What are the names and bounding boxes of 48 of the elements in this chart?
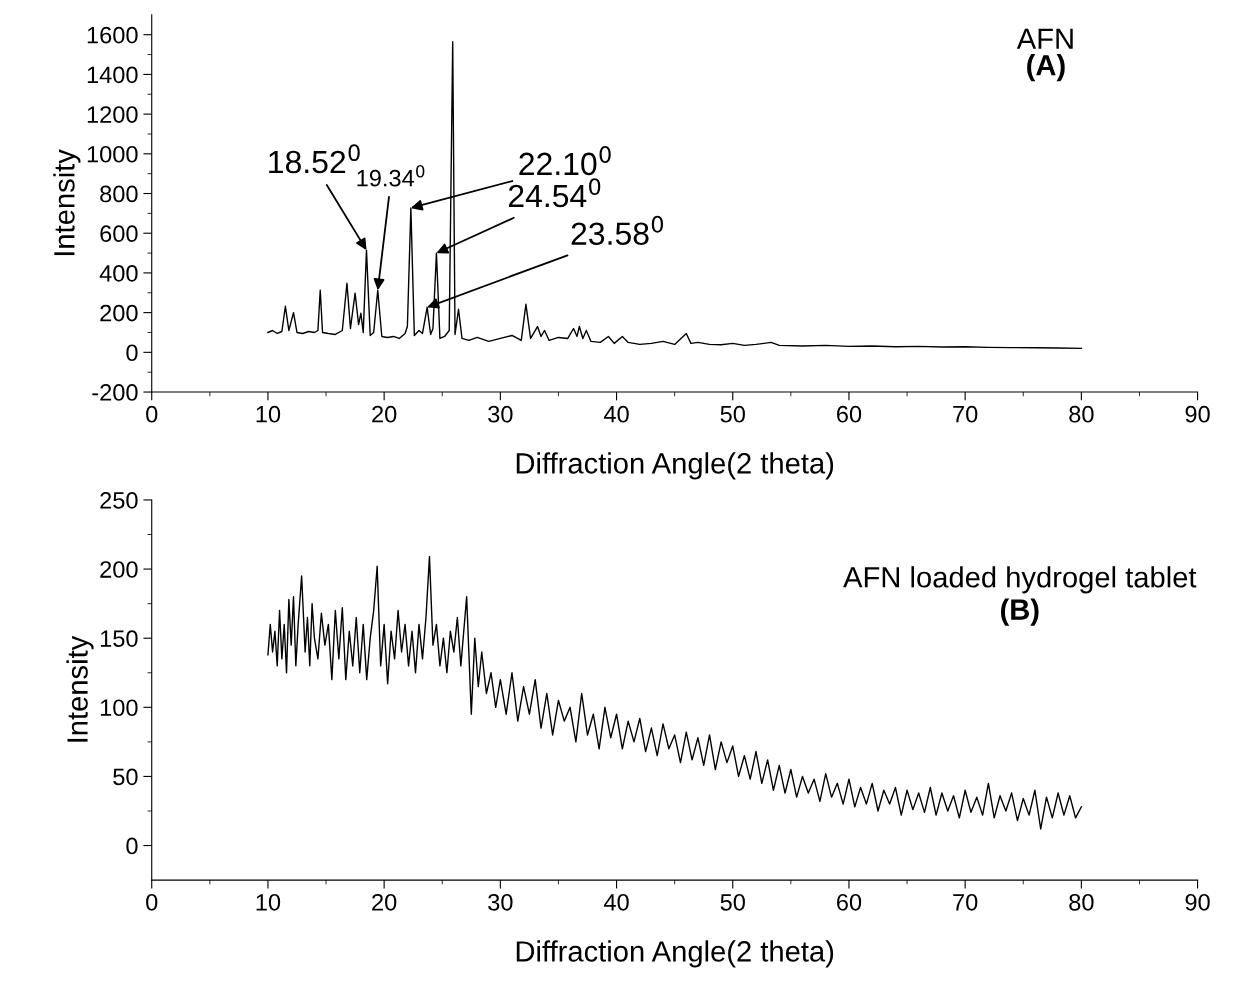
x-tick-label: 50 xyxy=(720,893,745,911)
x-tick-label: 0 xyxy=(146,405,158,423)
y-tick-label: 0 xyxy=(126,837,138,855)
x-tick-label: 50 xyxy=(720,405,745,423)
y-tick-label: 150 xyxy=(100,630,138,647)
x-tick-label: 70 xyxy=(953,893,978,911)
x-tick-label: 90 xyxy=(1185,893,1210,911)
annotation: 19.34$^{0}$ xyxy=(357,164,425,187)
annotation: AFN xyxy=(1016,28,1073,49)
y-tick-label: 1000 xyxy=(87,145,138,163)
x-axis-title: Diffraction Angle(2 theta) xyxy=(516,940,834,968)
y-tick-label: 250 xyxy=(100,492,138,509)
x-tick-label: 40 xyxy=(603,405,629,423)
x-tick-label: 60 xyxy=(837,405,862,423)
y-axis-title: Intensity xyxy=(53,149,81,256)
x-tick-label: 0 xyxy=(146,893,158,911)
y-tick-label: 100 xyxy=(100,699,138,717)
x-tick-label: 80 xyxy=(1069,405,1094,423)
y-axis-title: Intensity xyxy=(66,635,94,742)
x-tick-label: 80 xyxy=(1069,893,1094,911)
x-tick-label: 30 xyxy=(488,405,513,423)
y-tick-label: -200 xyxy=(92,384,138,401)
x-tick-label: 60 xyxy=(837,893,862,911)
y-tick-label: 0 xyxy=(126,344,138,362)
y-tick-label: 1400 xyxy=(87,66,138,84)
x-tick-label: 10 xyxy=(256,405,281,423)
x-tick-label: 20 xyxy=(372,893,397,911)
annotation: 24.54$^{0}$ xyxy=(508,178,601,208)
x-axis-title: Diffraction Angle(2 theta) xyxy=(516,452,834,480)
x-tick-label: 90 xyxy=(1185,405,1210,423)
annotation: AFN loaded hydrogel tablet xyxy=(843,566,1197,594)
x-tick-label: 40 xyxy=(603,893,629,911)
y-tick-label: 1200 xyxy=(87,106,138,123)
y-tick-label: 1600 xyxy=(87,26,138,44)
x-tick-label: 30 xyxy=(488,893,513,911)
y-tick-label: 200 xyxy=(100,304,138,322)
annotation: (B) xyxy=(1000,598,1039,626)
y-tick-label: 200 xyxy=(100,561,138,578)
y-tick-label: 800 xyxy=(100,185,138,203)
x-tick-label: 70 xyxy=(953,405,978,423)
y-tick-label: 600 xyxy=(100,225,138,243)
x-tick-label: 10 xyxy=(256,893,281,911)
annotation: 23.58$^{0}$ xyxy=(571,215,664,246)
y-tick-label: 50 xyxy=(113,768,138,786)
annotation: 22.10$^{0}$ xyxy=(519,146,611,176)
x-tick-label: 20 xyxy=(372,405,397,423)
annotation: (A) xyxy=(1027,54,1065,82)
y-tick-label: 400 xyxy=(99,265,138,282)
